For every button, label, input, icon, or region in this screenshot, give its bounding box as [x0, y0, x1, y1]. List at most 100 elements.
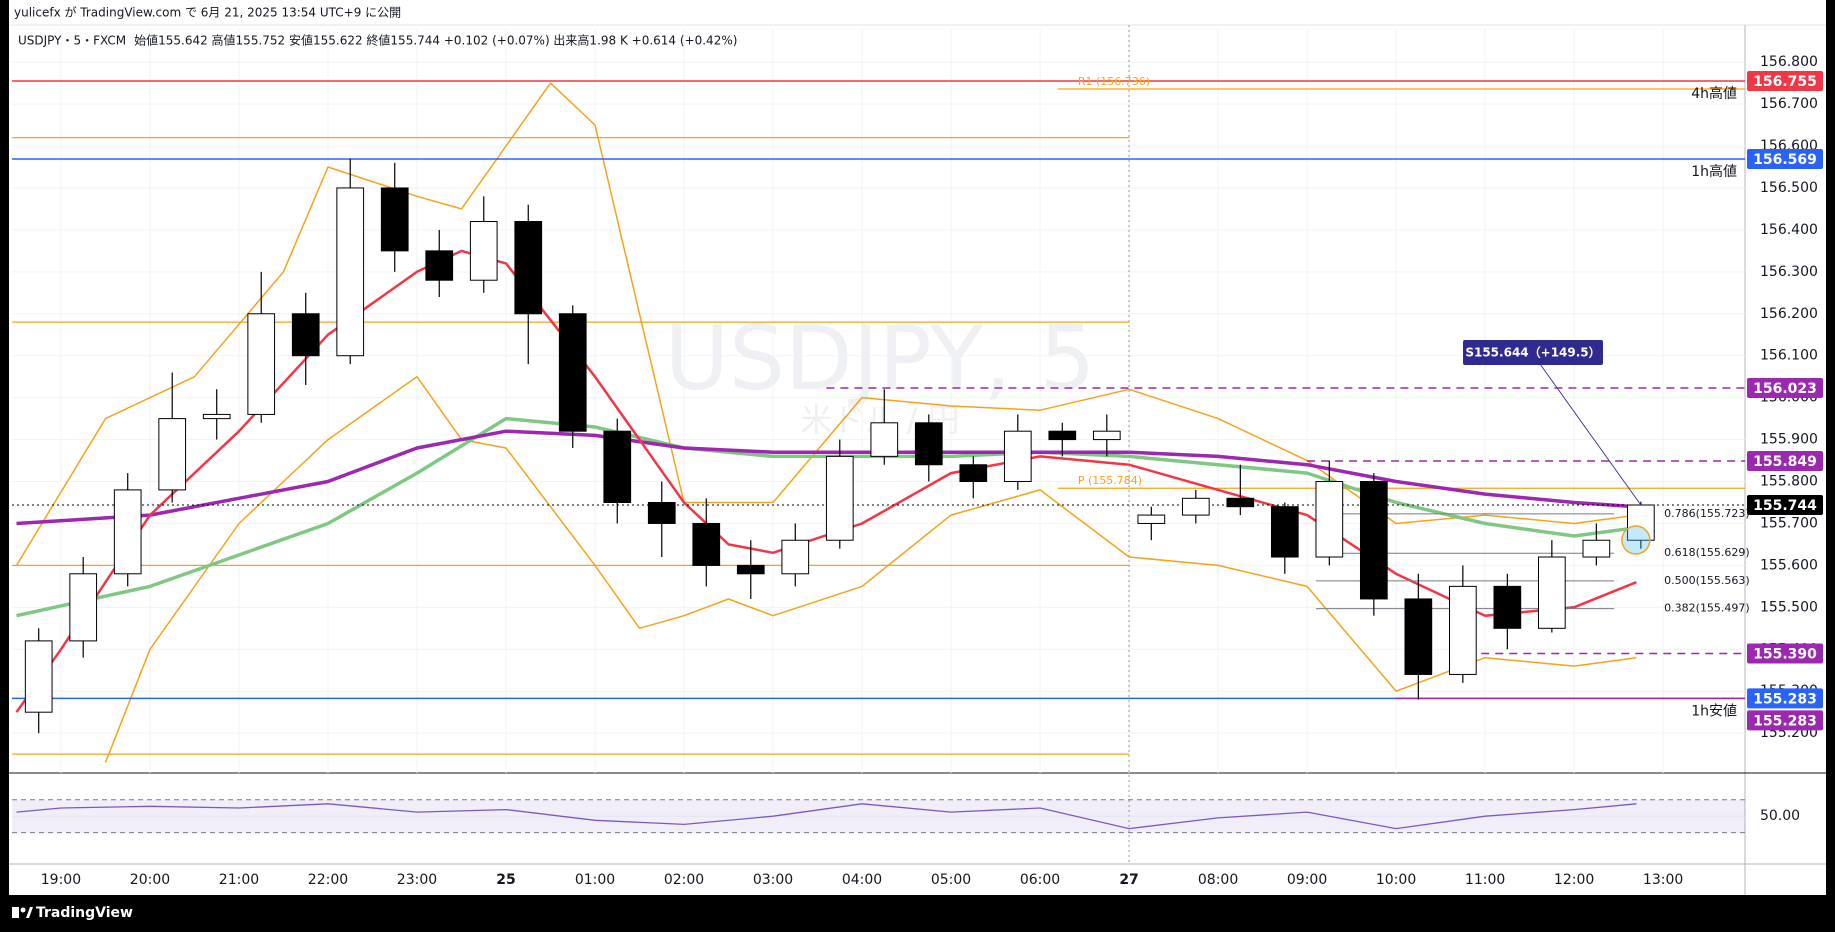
- layer-lines: [16, 803, 1637, 830]
- x-tick-label: 10:00: [1376, 872, 1416, 888]
- indicator-line: [104, 375, 1637, 763]
- footer-brand: TradingView: [36, 905, 133, 921]
- x-tick-label: 01:00: [575, 872, 615, 888]
- x-tick-label: 23:00: [397, 872, 437, 888]
- annotation-pointer: [1539, 363, 1642, 506]
- candle-body: [1003, 430, 1032, 483]
- published-note: yulicefx が TradingView.com で 6月 21, 2025…: [14, 5, 401, 20]
- footer-logo: [12, 907, 33, 918]
- candle-body: [1226, 497, 1255, 508]
- candle-body: [291, 313, 320, 357]
- candle-body: [1582, 539, 1611, 558]
- annotation-box: [1463, 340, 1603, 365]
- candle-body: [1359, 481, 1388, 600]
- candle-body: [1048, 430, 1077, 441]
- level-note: 1h安値: [1691, 703, 1737, 719]
- candle-body: [1181, 497, 1210, 516]
- price-badge-label: 155.744: [1753, 498, 1817, 514]
- fib-label: 0.382(155.497): [1664, 602, 1750, 615]
- fib-label: 0.786(155.723): [1664, 507, 1750, 520]
- price-badge: [1747, 495, 1823, 516]
- y-tick-label: 156.700: [1760, 96, 1818, 112]
- candle-body: [469, 221, 498, 281]
- candle-body: [202, 413, 231, 420]
- price-badge-label: 155.283: [1753, 691, 1817, 707]
- candle-body: [1404, 598, 1433, 675]
- candle-body: [1627, 504, 1655, 541]
- candle-body: [113, 489, 142, 575]
- x-tick-label: 08:00: [1198, 872, 1238, 888]
- price-badge: [1747, 710, 1823, 731]
- candle-body: [425, 250, 454, 281]
- price-badge: [1747, 377, 1823, 398]
- y-tick-label: 155.800: [1760, 474, 1818, 490]
- x-tick-label: 04:00: [842, 872, 882, 888]
- y-tick-label: 156.400: [1760, 222, 1818, 238]
- candle-body: [336, 187, 365, 357]
- candle-body: [1537, 556, 1566, 629]
- x-tick-label: 05:00: [931, 872, 971, 888]
- y-tick-label: 50.00: [1760, 808, 1800, 824]
- price-badge-label: 156.755: [1753, 74, 1817, 90]
- price-badge: [1747, 688, 1823, 709]
- watermark: USDJPY, 5: [665, 307, 1096, 410]
- price-badge: [1747, 643, 1823, 664]
- candle-body: [959, 464, 988, 483]
- price-badge-label: 155.849: [1753, 454, 1817, 470]
- candle-body: [1092, 430, 1121, 441]
- highlight-marker: [1621, 525, 1651, 555]
- candle-body: [1270, 506, 1299, 558]
- price-badge-label: 155.390: [1753, 646, 1817, 662]
- candle-body: [158, 418, 187, 491]
- candle-body: [69, 573, 98, 642]
- x-tick-label: 09:00: [1287, 872, 1327, 888]
- candle-body: [380, 187, 409, 252]
- candle-body: [825, 455, 854, 541]
- price-badge: [1747, 71, 1823, 92]
- indicator-line: [15, 82, 1637, 566]
- x-tick-label: 20:00: [130, 872, 170, 888]
- price-badge-label: 156.023: [1753, 381, 1817, 397]
- indicator-line: [16, 429, 1637, 526]
- rsi-line: [16, 803, 1637, 830]
- price-badge: [1747, 450, 1823, 471]
- x-tick-label: 11:00: [1465, 872, 1505, 888]
- x-tick-label: 06:00: [1020, 872, 1060, 888]
- y-tick-label: 156.300: [1760, 264, 1818, 280]
- x-tick-label: 27: [1119, 872, 1138, 888]
- candle-body: [692, 522, 721, 566]
- candle-body: [647, 501, 676, 524]
- x-tick-label: 02:00: [664, 872, 704, 888]
- x-tick-label: 19:00: [41, 872, 81, 888]
- indicator-line: [16, 416, 1637, 618]
- ohlc-readout: 始値155.642 高値155.752 安値155.622 終値155.744 …: [134, 33, 737, 48]
- x-tick-label: 25: [496, 872, 515, 888]
- candle-body: [1137, 514, 1166, 524]
- y-tick-label: 156.100: [1760, 348, 1818, 364]
- fib-label: 0.618(155.629): [1664, 546, 1750, 559]
- candle-body: [1493, 585, 1522, 629]
- y-tick-label: 156.200: [1760, 306, 1818, 322]
- level-note: 1h高値: [1691, 163, 1737, 180]
- candle-body: [914, 422, 943, 466]
- symbol-title: USDJPY・5・FXCM: [18, 34, 126, 48]
- y-tick-label: 156.500: [1760, 180, 1818, 196]
- y-tick-label: 155.700: [1760, 515, 1818, 531]
- candle-body: [603, 430, 632, 503]
- pivot-label: R1 (156.736): [1078, 75, 1150, 88]
- layer-candles: [24, 158, 1655, 734]
- y-tick-label: 155.500: [1760, 599, 1818, 615]
- candle-body: [870, 422, 899, 457]
- annotation-label: S155.644（+149.5）: [1465, 345, 1600, 360]
- fib-label: 0.500(155.563): [1664, 574, 1750, 587]
- x-tick-label: 22:00: [308, 872, 348, 888]
- candle-body: [1315, 481, 1344, 558]
- price-badge: [1747, 149, 1823, 170]
- candle-body: [1448, 585, 1477, 675]
- x-tick-label: 13:00: [1643, 872, 1683, 888]
- x-tick-label: 12:00: [1554, 872, 1594, 888]
- level-note: 4h高値: [1691, 85, 1737, 102]
- candle-body: [247, 313, 276, 415]
- y-tick-label: 155.900: [1760, 432, 1818, 448]
- y-tick-label: 155.600: [1760, 557, 1818, 573]
